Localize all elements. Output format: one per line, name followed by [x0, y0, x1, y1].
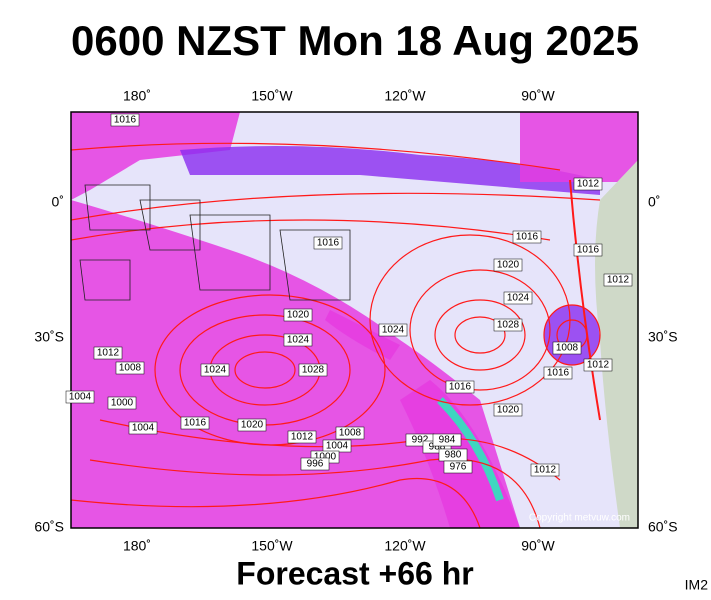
isobars — [71, 142, 601, 528]
isobar-label: 1016 — [449, 382, 472, 393]
isobar-label: 1016 — [184, 418, 207, 429]
map-frame — [70, 111, 639, 529]
isobar-label-box — [445, 380, 475, 394]
isobar-label: 1016 — [577, 245, 600, 256]
isobar-label: 1012 — [587, 360, 610, 371]
isobar-label: 1020 — [241, 420, 264, 431]
isobar-label-box — [300, 457, 330, 471]
lat-label: 60˚S — [34, 519, 64, 535]
isobar-label: 1008 — [339, 428, 362, 439]
lon-label: 180˚ — [123, 88, 151, 104]
isobar-label-box — [128, 421, 158, 435]
isobar-label: 1024 — [507, 293, 530, 304]
title: 0600 NZST Mon 18 Aug 2025 — [71, 17, 639, 64]
isobar-label-box — [552, 341, 582, 355]
lon-label: 150˚W — [251, 88, 293, 104]
isobar-label-box — [283, 308, 313, 322]
lon-label: 90˚W — [521, 88, 555, 104]
isobar-label: 1008 — [556, 343, 579, 354]
isobar-label: 1004 — [69, 392, 92, 403]
lat-label: 0˚ — [52, 194, 64, 210]
lon-label: 120˚W — [384, 88, 426, 104]
forecast-label: Forecast +66 hr — [236, 555, 473, 591]
isobar-label-box — [493, 403, 523, 417]
isobar-label: 1028 — [497, 320, 520, 331]
isobar-label: 988 — [429, 442, 446, 453]
isobar-label: 1012 — [577, 179, 600, 190]
image-id: IM2 — [685, 577, 709, 593]
lat-label: 0˚ — [648, 194, 660, 210]
lon-label: 90˚W — [521, 538, 555, 554]
isobar-label: 1004 — [132, 423, 155, 434]
isobar-label: 1012 — [607, 275, 630, 286]
isobar-label-box — [530, 463, 560, 477]
isobar-label: 1016 — [114, 115, 137, 126]
isobar-label: 1000 — [314, 452, 337, 463]
lat-label: 60˚S — [648, 519, 678, 535]
isobar-label: 1012 — [534, 465, 557, 476]
isobar-label-box — [93, 346, 123, 360]
isobar-label-box — [493, 318, 523, 332]
isobar-label: 984 — [439, 435, 456, 446]
isobar-label: 1016 — [516, 232, 539, 243]
isobar-label-box — [115, 361, 145, 375]
isobar-label-box — [378, 323, 408, 337]
isobar-label-box — [603, 273, 633, 287]
isobar-label: 1016 — [317, 238, 340, 249]
isobar-label-box — [573, 177, 603, 191]
isobar-label-box — [298, 363, 328, 377]
isobar-label: 1024 — [287, 335, 310, 346]
lon-label: 120˚W — [384, 538, 426, 554]
isobar-label-box — [443, 460, 473, 474]
isobar-label-box — [493, 258, 523, 272]
isobar-label: 1016 — [547, 368, 570, 379]
isobar-label-box — [287, 430, 317, 444]
isobar-label: 1020 — [497, 405, 520, 416]
boxes — [79, 184, 351, 301]
isobar-label-box — [543, 366, 573, 380]
lon-label: 150˚W — [251, 538, 293, 554]
isobar-label: 980 — [445, 450, 462, 461]
isobar-label: 976 — [450, 462, 467, 473]
isobar-label-box — [107, 396, 137, 410]
isobar-label: 1024 — [382, 325, 405, 336]
isobar-label: 1020 — [287, 310, 310, 321]
lat-label: 30˚S — [34, 329, 64, 345]
isobar-label-box — [237, 418, 267, 432]
copyright: Copyright metvuw.com — [529, 513, 630, 524]
isobar-label: 1004 — [326, 441, 349, 452]
isobar-label-box — [583, 358, 613, 372]
isobar-label-box — [200, 363, 230, 377]
isobar-label-box — [335, 426, 365, 440]
isobar-label-box — [180, 416, 210, 430]
isobar-label-box — [65, 390, 95, 404]
isobar-label-box — [503, 291, 533, 305]
isobar-label-box — [283, 333, 313, 347]
lon-label: 180˚ — [123, 538, 151, 554]
isobar-label: 1012 — [291, 432, 314, 443]
isobar-label: 996 — [307, 459, 324, 470]
isobar-label-box — [110, 113, 140, 127]
isobar-label-box — [432, 433, 462, 447]
isobar-label: 1020 — [497, 260, 520, 271]
isobar-label-box — [313, 236, 343, 250]
isobar-labels: 1016 1012 1016 1016 1020 1016 1012 1024 1020 1028… — [65, 113, 633, 477]
isobar-label-box — [512, 230, 542, 244]
isobar-label-box — [573, 243, 603, 257]
isobar-label: 992 — [412, 435, 429, 446]
lat-label: 30˚S — [648, 329, 678, 345]
isobar-label: 1008 — [119, 363, 142, 374]
isobar-label: 1012 — [97, 348, 120, 359]
isobar-label: 1000 — [111, 398, 134, 409]
isobar-label: 1024 — [204, 365, 227, 376]
isobar-label: 1028 — [302, 365, 325, 376]
